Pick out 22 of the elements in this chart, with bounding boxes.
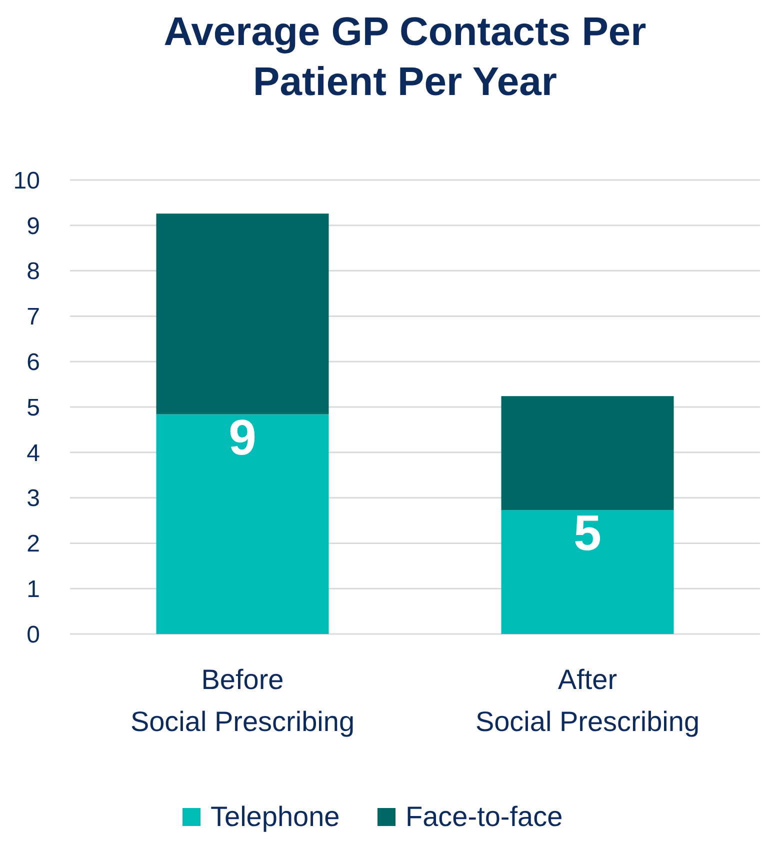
legend-label: Face-to-face: [406, 801, 563, 832]
bar: [156, 414, 329, 634]
bar: [501, 510, 674, 634]
y-tick-label: 9: [26, 212, 40, 240]
total-label: 5: [574, 505, 602, 562]
y-tick-label: 1: [26, 576, 40, 603]
x-tick-label: Before Social Prescribing: [130, 664, 355, 737]
y-tick-label: 3: [26, 485, 40, 512]
y-tick-label: 7: [26, 304, 40, 331]
y-tick-label: 0: [26, 621, 40, 648]
y-tick-label: 10: [13, 167, 40, 194]
total-label: 9: [228, 409, 256, 466]
y-tick-label: 2: [26, 530, 40, 558]
y-tick-label: 8: [26, 258, 40, 286]
chart-title: Average GP Contacts Per Patient Per Year: [164, 10, 646, 104]
y-tick-label: 6: [26, 349, 40, 376]
bar: [156, 214, 329, 414]
x-tick-label: After Social Prescribing: [475, 664, 700, 737]
y-tick-label: 4: [26, 440, 40, 467]
legend-label: Telephone: [210, 801, 340, 832]
y-tick-label: 5: [26, 394, 40, 422]
bar: [501, 396, 674, 510]
